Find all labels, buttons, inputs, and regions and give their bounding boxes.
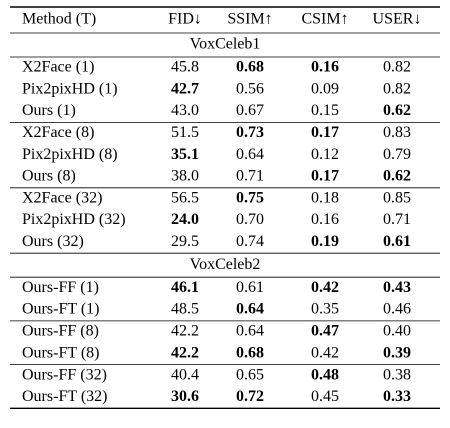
table-cell: 0.40 <box>383 323 411 340</box>
table-cell: 0.12 <box>311 146 339 163</box>
table-cell: 0.42 <box>311 279 339 296</box>
table-cell: Ours-FF (1) <box>22 279 99 296</box>
table-cell: 0.18 <box>311 189 339 206</box>
table-cell: 42.2 <box>171 344 199 361</box>
table-cell: 24.0 <box>171 211 199 228</box>
table-cell: Pix2pixHD (1) <box>22 80 118 97</box>
table-cell: 42.7 <box>171 80 199 97</box>
table-cell: Ours-FF (32) <box>22 366 107 383</box>
table-cell: 0.67 <box>236 102 264 119</box>
table-cell: 0.68 <box>236 59 264 76</box>
table-cell: 0.61 <box>236 279 264 296</box>
table-cell: 0.16 <box>311 59 339 76</box>
table-cell: 0.48 <box>311 366 339 383</box>
header-cell: Method (T) <box>22 11 96 28</box>
table-cell: Ours-FT (1) <box>22 301 99 318</box>
table-cell: 0.43 <box>383 279 411 296</box>
header-cell: FID↓ <box>168 11 202 28</box>
table-cell: 43.0 <box>171 102 199 119</box>
table-cell: 0.35 <box>311 301 339 318</box>
table-cell: 0.83 <box>383 124 411 141</box>
table-cell: 0.62 <box>383 167 411 184</box>
table-cell: Ours (8) <box>22 167 76 184</box>
table-cell: 0.19 <box>311 233 339 250</box>
section-title: VoxCeleb2 <box>190 256 261 273</box>
table-cell: 0.70 <box>236 211 264 228</box>
table-cell: 0.17 <box>311 124 339 141</box>
table-cell: 0.39 <box>383 344 411 361</box>
table-cell: 0.16 <box>311 211 339 228</box>
table-cell: 56.5 <box>171 189 199 206</box>
table-cell: 0.85 <box>383 189 411 206</box>
table-cell: Ours (1) <box>22 102 76 119</box>
table-cell: 0.62 <box>383 102 411 119</box>
section-title: VoxCeleb1 <box>190 36 261 53</box>
table-cell: Ours-FT (8) <box>22 344 99 361</box>
table-cell: 0.17 <box>311 167 339 184</box>
table-cell: 0.73 <box>236 124 264 141</box>
table-cell: 0.75 <box>236 189 264 206</box>
table-cell: 0.74 <box>236 233 264 250</box>
table-cell: 0.64 <box>236 146 264 163</box>
header-cell: CSIM↑ <box>301 11 348 28</box>
table-cell: 0.46 <box>383 301 411 318</box>
table-cell: 0.71 <box>383 211 411 228</box>
table-cell: Ours-FF (8) <box>22 323 99 340</box>
table-cell: 0.68 <box>236 344 264 361</box>
table-cell: X2Face (8) <box>22 124 94 141</box>
table-cell: 0.15 <box>311 102 339 119</box>
table-cell: 0.47 <box>311 323 339 340</box>
table-cell: 0.71 <box>236 167 264 184</box>
table-cell: Ours-FT (32) <box>22 388 107 405</box>
table-cell: Ours (32) <box>22 233 84 250</box>
header-cell: USER↓ <box>373 11 422 28</box>
table-cell: 0.09 <box>311 80 339 97</box>
table-cell: 0.56 <box>236 80 264 97</box>
header-cell: SSIM↑ <box>227 11 272 28</box>
table-cell: 0.82 <box>383 59 411 76</box>
table-cell: 0.65 <box>236 366 264 383</box>
table-cell: 46.1 <box>171 279 199 296</box>
table-cell: 45.8 <box>171 59 199 76</box>
table-cell: 38.0 <box>171 167 199 184</box>
table-cell: 0.61 <box>383 233 411 250</box>
table-cell: 35.1 <box>171 146 199 163</box>
table-cell: X2Face (1) <box>22 59 94 76</box>
table-cell: 0.33 <box>383 388 411 405</box>
table-cell: 48.5 <box>171 301 199 318</box>
table-cell: 0.79 <box>383 146 411 163</box>
table-cell: 40.4 <box>171 366 199 383</box>
table-cell: 29.5 <box>171 233 199 250</box>
table-cell: 51.5 <box>171 124 199 141</box>
table-cell: 0.64 <box>236 323 264 340</box>
table-cell: 30.6 <box>171 388 199 405</box>
table-cell: 0.45 <box>311 388 339 405</box>
table-cell: Pix2pixHD (8) <box>22 146 118 163</box>
table-cell: X2Face (32) <box>22 189 102 206</box>
table-cell: 42.2 <box>171 323 199 340</box>
table-cell: 0.72 <box>236 388 264 405</box>
table-cell: 0.64 <box>236 301 264 318</box>
table-cell: 0.82 <box>383 80 411 97</box>
table-cell: 0.38 <box>383 366 411 383</box>
table-cell: Pix2pixHD (32) <box>22 211 126 228</box>
table-cell: 0.42 <box>311 344 339 361</box>
